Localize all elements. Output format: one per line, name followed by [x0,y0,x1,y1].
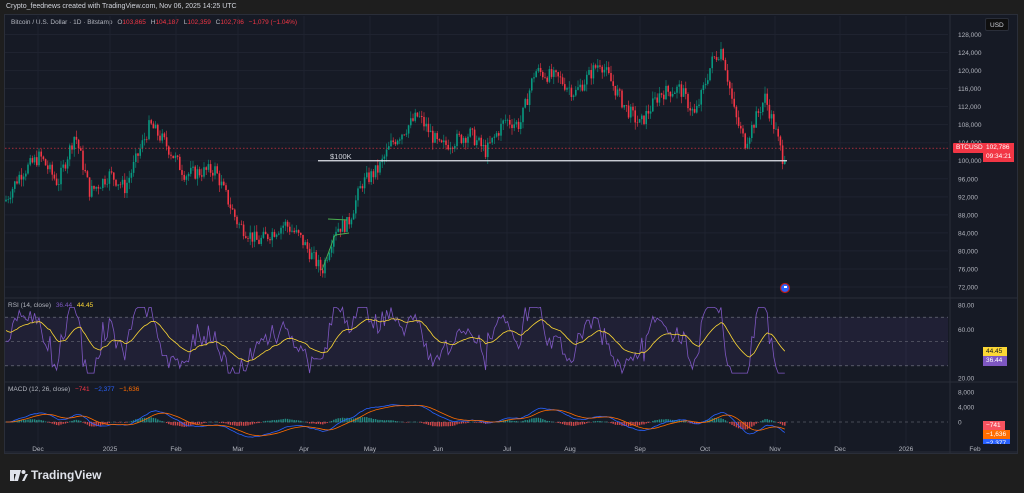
svg-text:124,000: 124,000 [958,50,982,57]
macd-histogram [5,416,786,430]
low-value: 102,359 [187,19,211,26]
chart-frame[interactable]: Bitcoin / U.S. Dollar · 1D · Bitstamp O1… [4,14,1018,454]
svg-text:Sep: Sep [634,446,646,453]
symbol-title: Bitcoin / U.S. Dollar · 1D · Bitstamp [11,19,113,26]
close-value: 102,786 [220,19,244,26]
support-line-label: $100K [330,152,352,161]
svg-text:Dec: Dec [834,446,846,453]
tradingview-logo-icon [10,469,28,481]
last-price-tag: 102,786 [983,143,1014,153]
svg-text:120,000: 120,000 [958,68,982,75]
svg-text:Aug: Aug [564,446,576,453]
svg-text:128,000: 128,000 [958,32,982,39]
tradingview-logo[interactable]: TradingView [10,468,101,482]
svg-text:Oct: Oct [700,446,710,453]
svg-text:92,000: 92,000 [958,194,978,201]
svg-text:88,000: 88,000 [958,212,978,219]
svg-text:2025: 2025 [103,446,118,453]
svg-text:80.00: 80.00 [958,303,975,310]
svg-text:116,000: 116,000 [958,86,981,93]
countdown-tag: 09:34:21 [983,152,1014,162]
svg-text:Mar: Mar [232,446,244,453]
change-value: −1,079 (−1.04%) [248,19,298,26]
svg-text:Dec: Dec [32,446,44,453]
svg-text:100,000: 100,000 [958,158,982,165]
svg-text:Feb: Feb [170,446,182,453]
svg-text:Jun: Jun [433,446,444,453]
rsi-value: 36.44 [55,302,73,309]
rsi-ma-tag: 44.45 [983,347,1007,357]
svg-text:72,000: 72,000 [958,284,978,291]
svg-text:2026: 2026 [899,446,914,453]
open-value: 103,865 [122,19,146,26]
rsi-value-tag: 36.44 [983,356,1007,366]
svg-text:76,000: 76,000 [958,266,978,273]
macd-line [6,404,786,438]
svg-text:80,000: 80,000 [958,248,978,255]
svg-text:112,000: 112,000 [958,104,981,111]
macd-signal-tag: −1,636 [983,430,1010,440]
svg-text:20.00: 20.00 [958,376,975,383]
svg-text:Nov: Nov [769,446,781,453]
rsi-legend: RSI (14, close) 36.44 44.45 [8,302,94,309]
chart-canvas[interactable]: 72,000 76,000 80,000 84,000 88,000 92,000 96,0… [0,0,1024,460]
svg-text:108,000: 108,000 [958,122,982,129]
symbol-legend: Bitcoin / U.S. Dollar · 1D · Bitstamp O1… [11,19,298,26]
macd-value-tag: −2,377 [983,439,1010,444]
rsi-line [5,306,785,375]
svg-text:84,000: 84,000 [958,230,978,237]
macd-signal-value: −1,636 [119,386,140,393]
rsi-ma-value: 44.45 [76,302,94,309]
svg-text:Feb: Feb [969,446,981,453]
svg-text:May: May [364,446,377,453]
svg-text:Jul: Jul [503,446,512,453]
svg-text:60.00: 60.00 [958,327,975,334]
svg-text:4,000: 4,000 [958,405,975,412]
candles [5,42,786,278]
high-value: 104,187 [155,19,179,26]
svg-text:8,000: 8,000 [958,390,975,397]
grid [5,16,948,452]
macd-hist-value: −741 [74,386,90,393]
macd-value: −2,377 [94,386,115,393]
svg-text:96,000: 96,000 [958,176,978,183]
ticker-tag: BTCUSD [953,143,986,153]
rsi-ma-line [5,318,786,362]
chart-caption: Crypto_feednews created with TradingView… [6,3,237,10]
svg-text:Apr: Apr [299,446,310,453]
currency-button[interactable]: USD [985,18,1009,31]
brand-name: TradingView [31,468,102,482]
svg-text:0: 0 [958,420,962,427]
macd-legend: MACD (12, 26, close) −741 −2,377 −1,636 [8,386,140,393]
signal-line [6,405,785,437]
macd-hist-tag: −741 [983,421,1005,431]
